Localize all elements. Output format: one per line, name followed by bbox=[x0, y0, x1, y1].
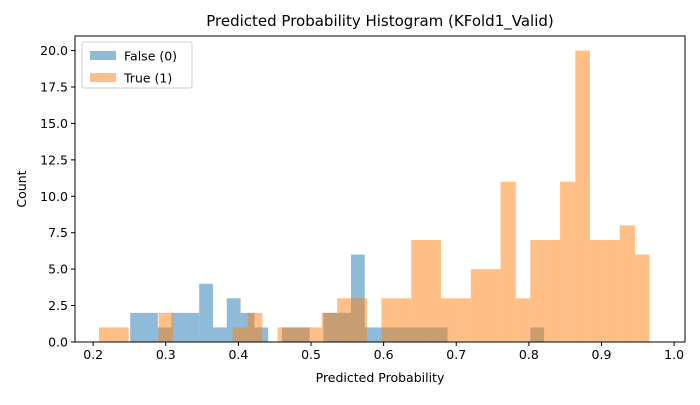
histogram-bar-series-1-bin-17 bbox=[470, 269, 487, 342]
y-axis-label: Count bbox=[14, 170, 29, 207]
y-tick-label: 7.5 bbox=[48, 225, 68, 240]
histogram-bar-series-1-bin-3 bbox=[232, 327, 248, 342]
histogram-bar-series-0-bin-4 bbox=[185, 312, 200, 342]
chart-title: Predicted Probability Histogram (KFold1_… bbox=[206, 12, 554, 31]
histogram-bar-series-1-bin-1 bbox=[113, 327, 129, 342]
plot-area bbox=[98, 50, 650, 342]
histogram-bar-series-1-bin-21 bbox=[530, 240, 546, 342]
histogram-bar-series-0-bin-15 bbox=[364, 327, 379, 342]
histogram-bar-series-1-bin-27 bbox=[619, 225, 635, 342]
histogram-bar-series-1-bin-23 bbox=[560, 181, 576, 342]
histogram-bar-series-1-bin-16 bbox=[456, 298, 471, 342]
x-tick-label: 0.7 bbox=[446, 347, 466, 362]
histogram-bar-series-1-bin-15 bbox=[441, 298, 457, 342]
histogram-bar-series-1-bin-7 bbox=[307, 327, 322, 342]
histogram-bar-series-1-bin-25 bbox=[589, 240, 606, 342]
histogram-bar-series-1-bin-12 bbox=[396, 298, 412, 342]
legend-label-0: False (0) bbox=[124, 49, 177, 64]
histogram-bar-series-1-bin-10 bbox=[351, 298, 367, 342]
y-tick-label: 17.5 bbox=[40, 80, 68, 95]
x-tick-label: 0.8 bbox=[519, 347, 539, 362]
histogram-bar-series-1-bin-2 bbox=[158, 312, 174, 342]
legend-swatch-1 bbox=[90, 73, 116, 82]
x-tick-label: 0.3 bbox=[156, 347, 176, 362]
legend-swatch-0 bbox=[90, 51, 116, 60]
histogram-bar-series-0-bin-0 bbox=[130, 312, 144, 342]
y-tick-label: 15.0 bbox=[40, 116, 68, 131]
histogram-bar-series-1-bin-20 bbox=[515, 298, 531, 342]
histogram-bar-series-1-bin-26 bbox=[605, 240, 620, 342]
histogram-bar-series-0-bin-3 bbox=[171, 312, 186, 342]
x-tick-label: 0.9 bbox=[592, 347, 612, 362]
histogram-bar-series-1-bin-22 bbox=[545, 240, 561, 342]
legend: False (0) True (1) bbox=[81, 41, 193, 89]
y-tick-label: 0.0 bbox=[48, 335, 68, 350]
histogram-bar-series-1-bin-18 bbox=[486, 269, 501, 342]
y-tick-label: 20.0 bbox=[40, 43, 68, 58]
histogram-bar-series-1-bin-28 bbox=[634, 254, 650, 342]
histogram-bar-series-1-bin-14 bbox=[426, 240, 441, 342]
y-tick-label: 2.5 bbox=[48, 298, 68, 313]
histogram-bar-series-1-bin-11 bbox=[381, 298, 397, 342]
axes: 0.2 0.3 0.4 0.5 0.6 0.7 0.8 0.9 1.0 0.0 2.5 5.0 7.5 1… bbox=[40, 35, 686, 362]
x-tick-label: 0.5 bbox=[301, 347, 321, 362]
x-tick-label: 0.2 bbox=[83, 347, 103, 362]
x-tick-label: 1.0 bbox=[664, 347, 684, 362]
x-tick-label: 0.4 bbox=[228, 347, 248, 362]
y-tick-label: 12.5 bbox=[40, 152, 68, 167]
y-tick-label: 10.0 bbox=[40, 189, 68, 204]
histogram-bar-series-0-bin-1 bbox=[143, 312, 158, 342]
histogram-bar-series-0-bin-5 bbox=[199, 283, 213, 342]
axes-frame bbox=[74, 35, 686, 343]
histogram-bar-series-1-bin-13 bbox=[411, 240, 427, 342]
histogram-bar-series-0-bin-6 bbox=[212, 327, 227, 342]
x-axis-label: Predicted Probability bbox=[316, 370, 445, 385]
histogram-bar-series-1-bin-5 bbox=[277, 327, 293, 342]
x-tick-label: 0.6 bbox=[374, 347, 394, 362]
y-tick-label: 5.0 bbox=[48, 262, 68, 277]
histogram-bar-series-1-bin-19 bbox=[500, 181, 516, 342]
histogram-bar-series-1-bin-24 bbox=[575, 50, 590, 342]
legend-label-1: True (1) bbox=[123, 71, 172, 86]
histogram-bar-series-1-bin-9 bbox=[337, 298, 352, 342]
histogram-bar-series-1-bin-6 bbox=[292, 327, 308, 342]
histogram-bar-series-1-bin-0 bbox=[98, 327, 114, 342]
histogram-bar-series-1-bin-8 bbox=[321, 312, 338, 342]
histogram-bar-series-1-bin-4 bbox=[247, 312, 263, 342]
